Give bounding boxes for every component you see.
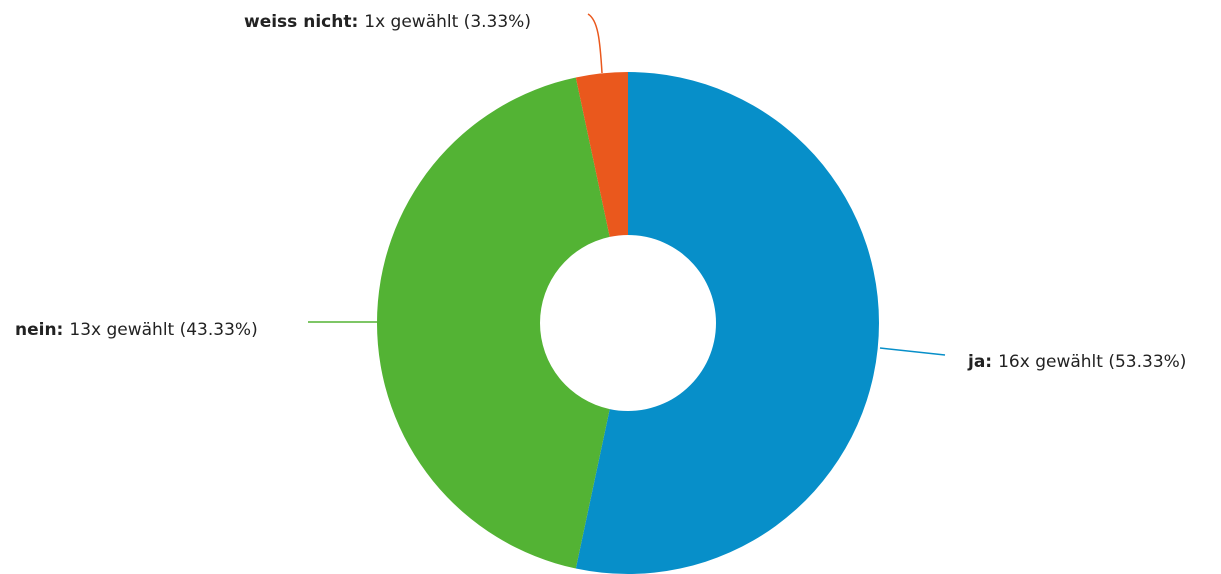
value-label: 13x gewählt (43.33%) (69, 320, 257, 340)
category-name: ja: (967, 352, 992, 372)
donut-slice (575, 72, 628, 237)
value-label: 16x gewählt (53.33%) (998, 352, 1186, 372)
slice-label: ja: 16x gewählt (53.33%) (967, 352, 1186, 372)
connector (879, 347, 946, 356)
donut-slice (376, 77, 610, 569)
value-label: 1x gewählt (3.33%) (364, 12, 531, 32)
slice-label: weiss nicht: 1x gewählt (3.33%) (244, 12, 531, 32)
donut-slice (575, 72, 879, 574)
category-name: nein: (15, 320, 63, 340)
connector (587, 13, 603, 74)
category-name: weiss nicht: (244, 12, 358, 32)
slice-label: nein: 13x gewählt (43.33%) (15, 320, 258, 340)
